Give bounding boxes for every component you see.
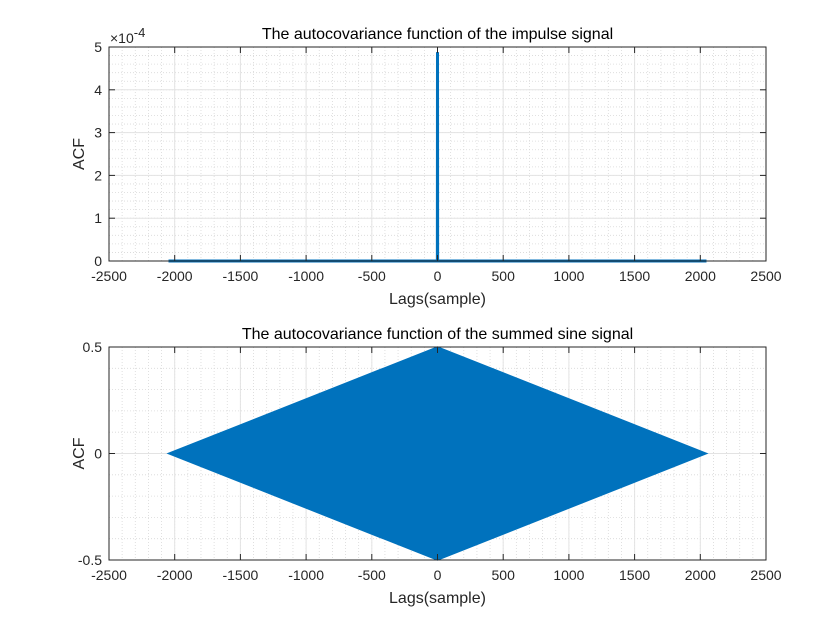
- acf-oscillation-fill: [166, 346, 709, 561]
- x-tick-label: -2500: [91, 268, 127, 284]
- y-tick-label: 2: [94, 167, 102, 183]
- sine-acf-axes: -2500 -2000 -1500 -1000 -500 0 500 1000 1500 2000…: [71, 326, 782, 607]
- x-tick-label: 2500: [750, 567, 781, 583]
- x-tick-label: 2000: [685, 567, 716, 583]
- y-axis-label: ACF: [71, 437, 88, 469]
- y-tick-label: 0.5: [83, 339, 103, 355]
- x-tick-label: -500: [358, 567, 386, 583]
- chart-title: The autocovariance function of the summe…: [242, 326, 633, 343]
- y-tick-label: 0: [94, 253, 102, 269]
- chart-title: The autocovariance function of the impul…: [262, 26, 613, 43]
- y-tick-label: 3: [94, 125, 102, 141]
- y-scale-exponent-value: -4: [134, 25, 146, 40]
- x-tick-label: 0: [434, 268, 442, 284]
- x-tick-label: 2500: [750, 268, 781, 284]
- x-axis-label: Lags(sample): [389, 291, 486, 308]
- x-tick-label: 1000: [553, 567, 584, 583]
- y-tick-label: 4: [94, 82, 102, 98]
- x-tick-label: -1000: [288, 268, 324, 284]
- y-tick-label: -0.5: [78, 552, 102, 568]
- y-tick-label: 5: [94, 39, 102, 55]
- x-axis-label: Lags(sample): [389, 590, 486, 607]
- x-tick-label: -1500: [222, 268, 258, 284]
- x-tick-label: 0: [434, 567, 442, 583]
- x-tick-label: 500: [492, 268, 516, 284]
- x-tick-label: 1500: [619, 268, 650, 284]
- x-tick-label: -2000: [157, 567, 193, 583]
- x-tick-label: -1000: [288, 567, 324, 583]
- y-tick-label: 0: [94, 446, 102, 462]
- x-tick-label: 2000: [685, 268, 716, 284]
- x-tick-label: -2500: [91, 567, 127, 583]
- y-scale-exponent: ×10-4: [110, 25, 145, 46]
- x-tick-label: -500: [358, 268, 386, 284]
- y-tick-label: 1: [94, 210, 102, 226]
- x-tick-label: -2000: [157, 268, 193, 284]
- y-axis-label: ACF: [71, 138, 88, 170]
- x-tick-label: 500: [492, 567, 516, 583]
- x-tick-label: 1500: [619, 567, 650, 583]
- x-tick-label: 1000: [553, 268, 584, 284]
- impulse-acf-axes: -2500 -2000 -1500 -1000 -500 0 500 1000 1500 2000…: [71, 25, 782, 308]
- x-tick-label: -1500: [222, 567, 258, 583]
